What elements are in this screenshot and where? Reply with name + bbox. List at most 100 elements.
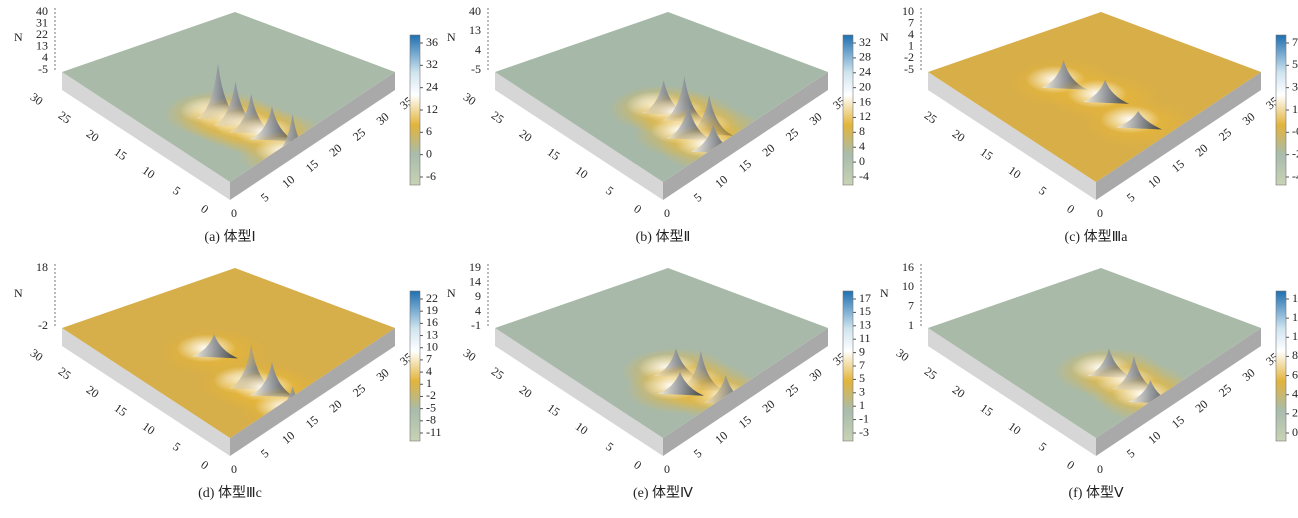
z-tick-label: 10	[902, 279, 914, 293]
x-tick-label: 25	[1216, 381, 1234, 399]
colorbar-tick-label: 28	[859, 50, 871, 64]
colorbar-tick-label: 32	[426, 57, 438, 71]
z-tick-label: 16	[902, 260, 914, 274]
x-tick-label: 0	[664, 462, 670, 476]
x-tick-label: 15	[736, 413, 754, 431]
y-tick-label: 20	[84, 382, 102, 400]
x-tick-label: 5	[691, 190, 705, 205]
colorbar-tick-label: -4.5	[1292, 169, 1298, 183]
caption: (f) 体型Ⅴ	[1068, 485, 1123, 501]
y-tick-label: 0	[631, 202, 644, 217]
y-tick-label: 30	[894, 346, 912, 364]
x-tick-label: 5	[258, 190, 272, 205]
colorbar-tick-label: 8	[859, 124, 865, 138]
colorbar-tick-label: 2	[1292, 406, 1298, 420]
surface-blob	[1100, 105, 1161, 134]
x-tick-label: 10	[712, 428, 730, 446]
y-tick-label: 20	[950, 382, 968, 400]
x-tick-label: 5	[1124, 190, 1138, 205]
x-tick-label: 10	[1145, 428, 1163, 446]
y-tick-label: 25	[56, 364, 74, 382]
z-tick-label: 22	[36, 27, 48, 41]
y-tick-label: 15	[545, 145, 563, 163]
panel: N161071302520151050051015202530351412108…	[880, 260, 1298, 501]
y-tick-label: 20	[517, 126, 535, 144]
y-tick-label: 10	[140, 163, 158, 181]
colorbar-tick-label: 13	[859, 318, 871, 332]
z-tick-label: 10	[902, 4, 914, 18]
colorbar-tick-label: -4	[859, 169, 869, 183]
z-tick-label: -5	[38, 62, 48, 76]
colorbar-tick-label: 16	[426, 315, 438, 329]
colorbar-tick-label: 12	[1292, 310, 1298, 324]
colorbar-tick-label: 4	[426, 364, 432, 378]
z-tick-label: 4	[42, 50, 48, 64]
colorbar-tick-label: 1.5	[1292, 102, 1298, 116]
x-tick-label: 25	[1216, 125, 1234, 143]
colorbar-tick-label: 14	[1292, 291, 1298, 305]
y-tick-label: 5	[170, 439, 183, 454]
x-tick-label: 15	[1169, 413, 1187, 431]
x-tick-label: 30	[1240, 110, 1258, 128]
y-tick-label: 20	[950, 126, 968, 144]
colorbar-tick-label: 0	[426, 146, 432, 160]
colorbar-tick-label: -1	[859, 411, 869, 425]
surface-side	[230, 72, 395, 200]
surface-side	[663, 328, 828, 456]
surface-side	[495, 328, 663, 456]
colorbar-tick-label: -3	[859, 425, 869, 439]
x-tick-label: 20	[759, 397, 777, 415]
colorbar-tick-label: 1	[426, 376, 432, 390]
colorbar-tick-label: 32	[859, 35, 871, 49]
surface-side	[663, 72, 828, 200]
colorbar-tick-label: 5	[859, 371, 865, 385]
colorbar-tick-label: 24	[859, 65, 871, 79]
colorbar	[1275, 290, 1287, 442]
z-tick-label: 13	[36, 39, 48, 53]
y-tick-label: 10	[573, 163, 591, 181]
z-tick-label: 18	[36, 260, 48, 274]
y-tick-label: 25	[489, 364, 507, 382]
z-tick-label: 40	[36, 4, 48, 18]
y-tick-label: 0	[1064, 458, 1077, 473]
caption: (b) 体型Ⅱ	[636, 229, 691, 245]
y-tick-label: 5	[603, 183, 616, 198]
surface-side	[495, 72, 663, 200]
surface-side	[230, 328, 395, 456]
y-tick-label: 20	[517, 382, 535, 400]
colorbar-tick-label: 11	[859, 331, 871, 345]
x-tick-label: 0	[231, 462, 237, 476]
surface-side	[62, 328, 230, 456]
colorbar-tick-label: 3	[859, 385, 865, 399]
z-axis-label: N	[447, 286, 456, 300]
y-tick-label: 0	[198, 458, 211, 473]
z-tick-label: -5	[471, 62, 481, 76]
surface-side	[1096, 72, 1261, 200]
caption: (e) 体型Ⅳ	[633, 485, 693, 501]
colorbar	[409, 290, 421, 442]
x-tick-label: 25	[783, 125, 801, 143]
y-tick-label: 0	[1064, 202, 1077, 217]
colorbar-tick-label: 7	[859, 358, 865, 372]
surface-side	[62, 72, 230, 200]
colorbar	[842, 290, 854, 442]
z-tick-label: 13	[469, 23, 481, 37]
x-tick-label: 20	[1192, 397, 1210, 415]
surface-peak	[1083, 79, 1130, 104]
y-tick-label: 10	[140, 419, 158, 437]
z-tick-label: 4	[475, 303, 481, 317]
y-tick-label: 0	[631, 458, 644, 473]
x-tick-label: 15	[1169, 157, 1187, 175]
colorbar-tick-label: 12	[859, 109, 871, 123]
y-tick-label: 5	[603, 439, 616, 454]
colorbar-tick-label: -11	[426, 425, 442, 439]
colorbar-tick-label: 15	[859, 304, 871, 318]
surface-detail	[1008, 59, 1194, 148]
x-tick-label: 15	[303, 413, 321, 431]
y-tick-label: 25	[56, 108, 74, 126]
caption: (a) 体型Ⅰ	[204, 229, 255, 245]
surface-peak	[1116, 111, 1163, 130]
x-tick-label: 10	[1145, 172, 1163, 190]
